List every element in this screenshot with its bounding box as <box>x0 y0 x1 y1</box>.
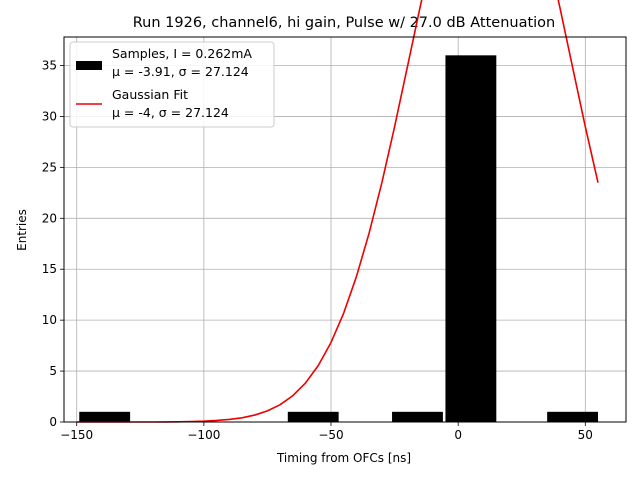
y-tick-label: 25 <box>42 160 57 174</box>
grid <box>64 37 626 423</box>
x-tick-label: 0 <box>454 428 462 442</box>
x-tick-label: −100 <box>187 428 220 442</box>
y-tick-label: 15 <box>42 262 57 276</box>
legend-box <box>69 41 275 128</box>
legend-samples-swatch <box>76 61 102 70</box>
histogram-bars <box>79 55 599 422</box>
y-tick-label: 10 <box>42 313 57 327</box>
chart-title: Run 1926, channel6, hi gain, Pulse w/ 27… <box>133 15 556 31</box>
x-tick-label: −150 <box>60 428 93 442</box>
y-tick-label: 20 <box>42 211 57 225</box>
plot-frame <box>63 36 627 423</box>
legend-fit-detail: μ = -4, σ = 27.124 <box>112 105 229 120</box>
histogram-bar <box>445 55 497 422</box>
y-axis-label: Entries <box>15 209 29 251</box>
x-axis-ticks: −150 −100 −50 0 50 <box>60 422 593 442</box>
histogram-bar <box>547 411 599 422</box>
legend: Samples, I = 0.262mA μ = -3.91, σ = 27.1… <box>69 41 275 128</box>
y-axis-ticks: 0 5 10 15 20 25 30 35 <box>42 59 64 429</box>
y-tick-label: 5 <box>49 364 57 378</box>
legend-samples-detail: μ = -3.91, σ = 27.124 <box>112 64 249 79</box>
y-tick-label: 30 <box>42 109 57 123</box>
legend-fit-label: Gaussian Fit <box>112 87 188 102</box>
x-tick-label: 50 <box>578 428 593 442</box>
histogram-bar <box>287 411 339 422</box>
x-axis-label: Timing from OFCs [ns] <box>276 451 411 465</box>
histogram-bar <box>392 411 443 422</box>
y-tick-label: 35 <box>42 59 57 73</box>
histogram-bar <box>79 411 131 422</box>
legend-samples-label: Samples, I = 0.262mA <box>112 46 252 61</box>
x-tick-label: −50 <box>318 428 343 442</box>
y-tick-label: 0 <box>49 415 57 429</box>
